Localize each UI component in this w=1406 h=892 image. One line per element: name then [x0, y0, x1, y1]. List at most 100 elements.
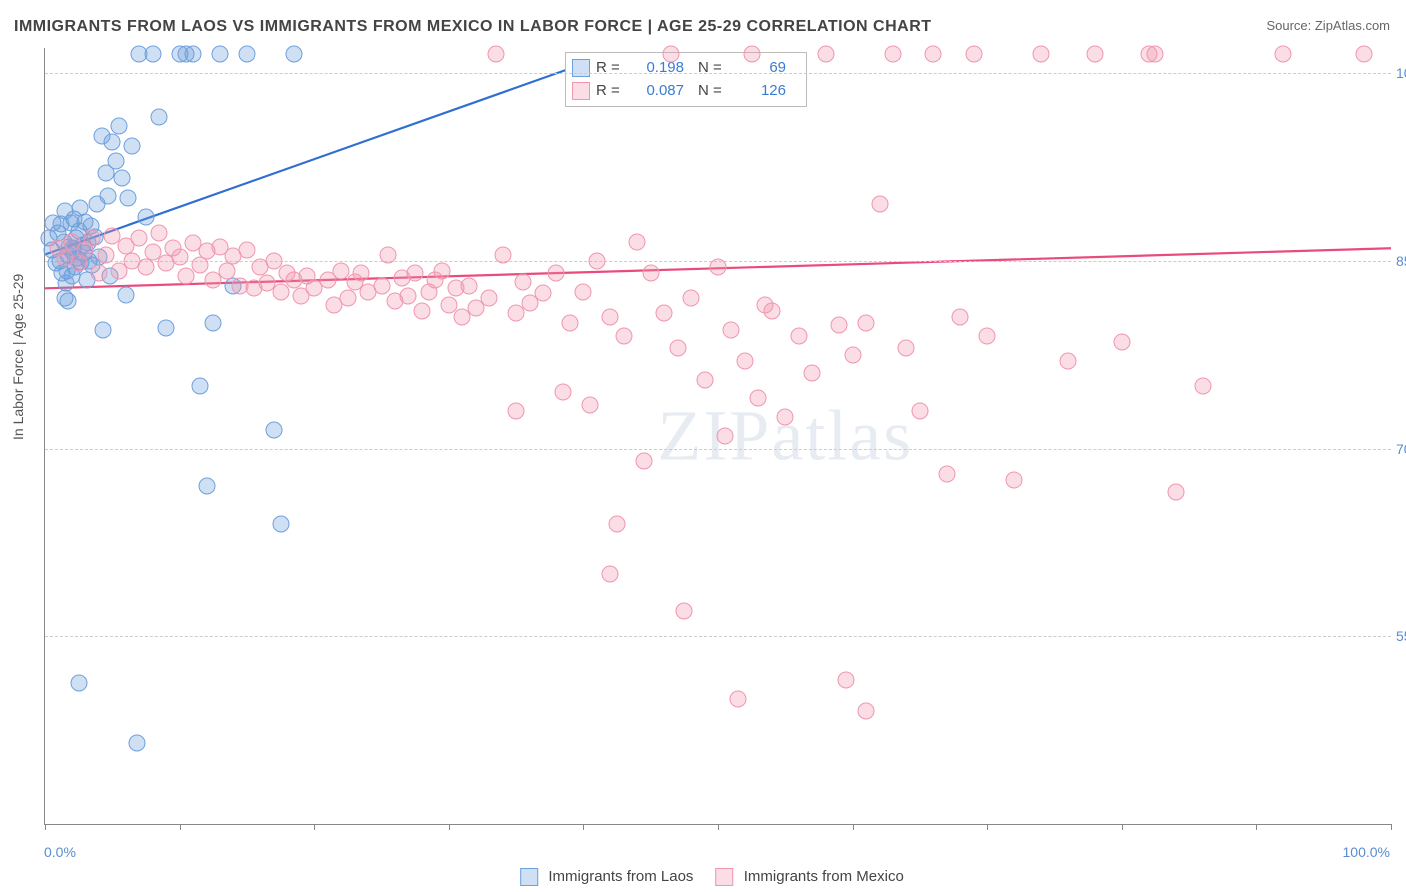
- data-point: [71, 674, 88, 691]
- data-point: [602, 309, 619, 326]
- data-point: [1086, 46, 1103, 63]
- data-point: [844, 346, 861, 363]
- data-point: [884, 46, 901, 63]
- data-point: [144, 46, 161, 63]
- legend-label-laos: Immigrants from Laos: [548, 868, 693, 885]
- data-point: [898, 340, 915, 357]
- data-point: [413, 302, 430, 319]
- data-point: [265, 421, 282, 438]
- data-point: [508, 402, 525, 419]
- data-point: [1167, 484, 1184, 501]
- data-point: [952, 309, 969, 326]
- data-point: [400, 287, 417, 304]
- data-point: [198, 478, 215, 495]
- gridline: [45, 449, 1391, 450]
- data-point: [494, 246, 511, 263]
- data-point: [575, 284, 592, 301]
- data-point: [120, 190, 137, 207]
- data-point: [131, 230, 148, 247]
- data-point: [730, 690, 747, 707]
- data-point: [629, 234, 646, 251]
- data-point: [94, 321, 111, 338]
- y-tick-label: 70.0%: [1396, 441, 1406, 457]
- data-point: [635, 453, 652, 470]
- legend-bottom: Immigrants from Laos Immigrants from Mex…: [502, 868, 904, 886]
- data-point: [938, 465, 955, 482]
- data-point: [979, 327, 996, 344]
- data-point: [790, 327, 807, 344]
- data-point: [750, 390, 767, 407]
- watermark: ZIPatlas: [657, 395, 913, 478]
- data-point: [535, 285, 552, 302]
- data-point: [158, 320, 175, 337]
- data-point: [97, 246, 114, 263]
- data-point: [286, 46, 303, 63]
- stats-row: R =0.087N =126: [572, 80, 800, 103]
- data-point: [487, 46, 504, 63]
- data-point: [272, 515, 289, 532]
- data-point: [696, 371, 713, 388]
- data-point: [1356, 46, 1373, 63]
- data-point: [723, 321, 740, 338]
- data-point: [407, 265, 424, 282]
- x-axis-max-label: 100.0%: [1343, 844, 1390, 860]
- x-axis-min-label: 0.0%: [44, 844, 76, 860]
- data-point: [380, 246, 397, 263]
- data-point: [100, 187, 117, 204]
- stats-legend-box: R =0.198N =69R =0.087N =126: [565, 52, 807, 107]
- data-point: [151, 225, 168, 242]
- data-point: [911, 402, 928, 419]
- data-point: [57, 275, 74, 292]
- data-point: [642, 265, 659, 282]
- data-point: [669, 340, 686, 357]
- data-point: [831, 316, 848, 333]
- x-tick: [314, 824, 315, 830]
- legend-label-mexico: Immigrants from Mexico: [744, 868, 904, 885]
- y-tick-label: 100.0%: [1396, 65, 1406, 81]
- data-point: [191, 377, 208, 394]
- x-tick: [718, 824, 719, 830]
- data-point: [434, 262, 451, 279]
- data-point: [777, 409, 794, 426]
- data-point: [218, 262, 235, 279]
- data-point: [238, 46, 255, 63]
- data-point: [440, 296, 457, 313]
- data-point: [124, 137, 141, 154]
- data-point: [104, 133, 121, 150]
- data-point: [858, 703, 875, 720]
- data-point: [211, 46, 228, 63]
- data-point: [965, 46, 982, 63]
- data-point: [272, 284, 289, 301]
- x-tick: [1391, 824, 1392, 830]
- data-point: [151, 108, 168, 125]
- data-point: [185, 46, 202, 63]
- data-point: [339, 290, 356, 307]
- data-point: [858, 315, 875, 332]
- data-point: [238, 241, 255, 258]
- data-point: [1147, 46, 1164, 63]
- data-point: [113, 170, 130, 187]
- data-point: [837, 672, 854, 689]
- data-point: [561, 315, 578, 332]
- data-point: [171, 249, 188, 266]
- data-point: [588, 252, 605, 269]
- x-tick: [853, 824, 854, 830]
- legend-swatch-mexico: [716, 868, 734, 886]
- data-point: [514, 274, 531, 291]
- data-point: [60, 292, 77, 309]
- data-point: [1113, 334, 1130, 351]
- data-point: [1059, 352, 1076, 369]
- scatter-plot-area: ZIPatlas R =0.198N =69R =0.087N =126 55.…: [44, 48, 1391, 825]
- data-point: [615, 327, 632, 344]
- data-point: [609, 515, 626, 532]
- data-point: [205, 315, 222, 332]
- data-point: [373, 277, 390, 294]
- data-point: [743, 46, 760, 63]
- data-point: [555, 384, 572, 401]
- source-label: Source: ZipAtlas.com: [1266, 18, 1390, 33]
- y-tick-label: 85.0%: [1396, 253, 1406, 269]
- data-point: [548, 265, 565, 282]
- x-tick: [180, 824, 181, 830]
- data-point: [716, 428, 733, 445]
- data-point: [676, 603, 693, 620]
